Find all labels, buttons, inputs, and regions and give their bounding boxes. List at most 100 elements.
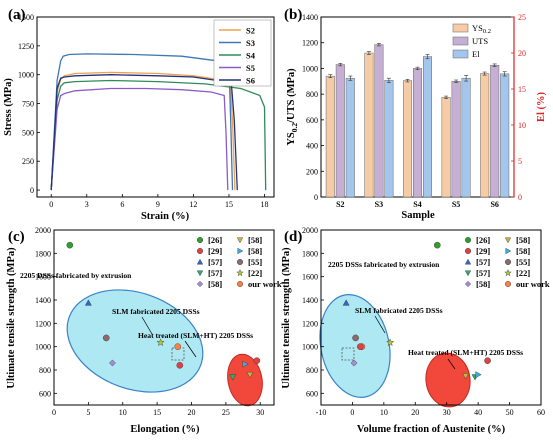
y-axis-label-b-right: El (%)	[536, 91, 547, 122]
x-tick-label-s4: S4	[413, 200, 421, 209]
legend-marker-our-work	[236, 281, 243, 288]
y-tick-label-a: 0	[30, 186, 34, 195]
bar-ys-s5	[441, 97, 451, 198]
x-tick-label-a: 0	[49, 200, 53, 209]
y-axis-label-b-rest: /UTS (MPa)	[286, 68, 297, 124]
panel-label-c: (c)	[8, 229, 25, 245]
y-tick-label-b-left: 200	[306, 167, 318, 176]
bar-ys-s2	[325, 75, 335, 198]
y-axis-label-b-left: YS0.2/UTS (MPa)	[286, 68, 299, 146]
legend-swatch-el	[452, 49, 469, 59]
legend-marker-22	[236, 268, 244, 277]
x-tick-label-pc: 0	[52, 408, 56, 417]
data-point-29	[356, 343, 364, 350]
data-point-our-work	[174, 343, 182, 350]
legend-label-58: [58]	[476, 279, 490, 289]
legend-marker-58	[505, 247, 512, 255]
x-tick-label-pc: 15	[153, 408, 161, 417]
legend-label-55: [55]	[516, 257, 530, 267]
legend-marker-57	[464, 258, 472, 265]
legend-marker-22	[504, 268, 512, 277]
bar-el-s4	[423, 56, 432, 198]
legend-marker-58	[504, 237, 512, 244]
x-tick-label-a: 6	[120, 200, 124, 209]
legend-marker-26	[465, 236, 472, 243]
x-tick-label-pc: 5	[86, 408, 90, 417]
annotation-arrow-2	[447, 358, 456, 370]
x-axis-label-b: Sample	[401, 210, 435, 221]
series-line-s3	[50, 53, 234, 191]
bar-uts-s4	[413, 68, 422, 198]
annotation-slm: SLM fabricated 2205 DSSs	[355, 306, 443, 315]
data-point-26	[433, 241, 441, 249]
y-tick-label-pc: 2000	[35, 226, 51, 235]
x-tick-label-pd: 30	[443, 408, 451, 417]
legend-marker-29	[465, 247, 472, 254]
x-axis-label-a: Strain (%)	[141, 211, 190, 222]
x-tick-label-pc: 10	[119, 408, 127, 417]
bar-el-s5	[461, 77, 471, 198]
annotation-slm: SLM fabricated 2205 DSSs	[112, 307, 200, 316]
legend-label-26: [26]	[476, 235, 490, 245]
annotation-arrow-1	[374, 315, 386, 334]
legend-marker-55	[236, 259, 243, 266]
y-tick-label-pd: 1200	[302, 319, 318, 328]
x-axis-label-d: Volume fraction of Austenite (%)	[357, 424, 506, 435]
x-tick-label-a: 3	[85, 200, 89, 209]
legend-label-26: [26]	[208, 235, 222, 245]
annotation-arrow-2	[184, 340, 197, 358]
y-tick-label-b-left: 800	[306, 90, 318, 99]
bar-el-s2	[345, 77, 355, 198]
x-tick-label-pd: 60	[537, 408, 545, 417]
x-tick-label-pd: 10	[380, 408, 388, 417]
data-point-57	[342, 299, 350, 306]
data-point-57	[229, 374, 237, 381]
y-tick-label-pc: 1400	[35, 296, 51, 305]
bar-el-s6	[500, 73, 510, 198]
legend-label-58: [58]	[248, 235, 262, 245]
chart-d-scatter-austenite: -10 0 10 20 30 40 50 60 600 800 1000 1200 1400 1600 18…	[281, 226, 550, 435]
y-tick-label-a: 250	[22, 157, 34, 166]
data-point-58	[242, 360, 249, 368]
y-tick-label-pc: 1800	[35, 249, 51, 258]
legend-marker-58	[236, 237, 244, 244]
y-axis-label-d: Ultimate tensile strength (MPa)	[281, 247, 292, 389]
series-line-s5	[50, 87, 229, 191]
legend-marker-our-work	[505, 281, 512, 288]
legend-label-29: [29]	[476, 246, 490, 256]
legend-label-57: [57]	[476, 257, 490, 267]
legend-marker-55	[505, 259, 512, 266]
y-tick-label-b-left: 400	[306, 142, 318, 151]
legend-marker-58	[464, 280, 472, 288]
legend-label-58: [58]	[248, 246, 262, 256]
legend-label-s5: S5	[246, 63, 255, 73]
y-tick-label-pc: 600	[39, 389, 51, 398]
y-tick-label-b-right: 25	[518, 13, 526, 22]
x-tick-label-a: 15	[225, 200, 233, 209]
x-tick-label-a: 12	[189, 200, 197, 209]
x-tick-label-pd: -10	[316, 408, 327, 417]
plot-frame-c	[53, 229, 275, 406]
legend-swatch-ys	[452, 23, 469, 33]
legend-swatch-uts	[452, 36, 469, 46]
bar-uts-s3	[374, 44, 384, 198]
annotation-extrusion: 2205 DSSs fabricated by extrusion	[20, 271, 132, 280]
legend-label-57: [57]	[208, 268, 222, 278]
panel-label-d: (d)	[284, 229, 302, 245]
y-tick-label-b-left: 1000	[302, 64, 318, 73]
legend-marker-57	[196, 270, 204, 277]
legend-label-57: [57]	[208, 257, 222, 267]
legend-label-s6: S6	[246, 76, 255, 86]
data-point-55	[352, 334, 359, 342]
legend-marker-29	[196, 247, 203, 254]
y-tick-label-pc: 1200	[35, 319, 51, 328]
y-axis-label-a: Stress (MPa)	[3, 78, 14, 136]
legend-label-57: [57]	[476, 268, 490, 278]
chart-a-stress-strain: 0 3 6 9 12 15 18 0 250 500 750 1000 1250 1500 S2 S3 S4 S…	[3, 13, 275, 222]
bar-ys-s6	[480, 73, 490, 198]
y-tick-label-pd: 1000	[302, 343, 318, 352]
bar-el-s3	[384, 80, 394, 198]
x-tick-label-pc: 25	[222, 408, 230, 417]
slm-region-ellipse	[66, 289, 204, 393]
